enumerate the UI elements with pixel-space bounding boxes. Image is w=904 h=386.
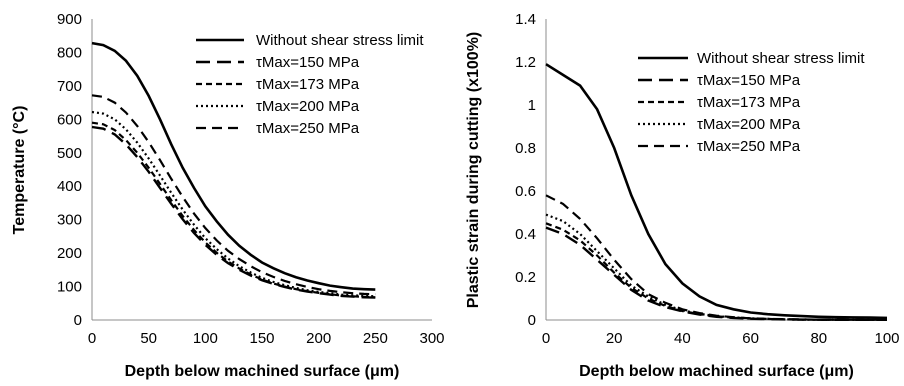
y-tick-label: 600 xyxy=(57,111,82,128)
series-line-4 xyxy=(91,110,376,298)
legend-label: Without shear stress limit xyxy=(256,32,424,49)
y-tick-label: 500 xyxy=(57,145,82,162)
x-tick-label: 200 xyxy=(306,330,331,347)
y-tick-label: 300 xyxy=(57,212,82,229)
legend-label: τMax=200 MPa xyxy=(256,98,360,115)
y-tick-label: 400 xyxy=(57,178,82,195)
x-tick-label: 0 xyxy=(542,330,550,347)
y-tick-label: 0 xyxy=(74,312,82,329)
legend-label: τMax=250 MPa xyxy=(256,120,360,137)
y-tick-label: 1.2 xyxy=(515,54,536,71)
x-tick-label: 50 xyxy=(140,330,157,347)
x-tick-label: 300 xyxy=(419,330,444,347)
y-tick-label: 200 xyxy=(57,245,82,262)
y-axis-label: Plastic strain during cutting (x100%) xyxy=(465,32,482,309)
legend: Without shear stress limit τMax=150 MPa τM… xyxy=(638,50,865,155)
series-line-1 xyxy=(91,41,376,291)
y-tick-label: 100 xyxy=(57,279,82,296)
x-tick-label: 100 xyxy=(874,330,899,347)
legend-label: Without shear stress limit xyxy=(697,50,865,67)
series-line-5 xyxy=(545,194,887,321)
y-tick-label: 1 xyxy=(528,97,536,114)
x-tick-label: 80 xyxy=(810,330,827,347)
y-tick-label: 0.6 xyxy=(515,183,536,200)
legend-label: τMax=150 MPa xyxy=(256,54,360,71)
y-tick-label: 0.8 xyxy=(515,140,536,157)
legend-label: τMax=150 MPa xyxy=(697,72,801,89)
x-axis-label: Depth below machined surface (μm) xyxy=(125,363,400,380)
legend: Without shear stress limit τMax=150 MPa τM… xyxy=(196,32,424,137)
y-tick-label: 800 xyxy=(57,44,82,61)
legend-label: τMax=173 MPa xyxy=(256,76,360,93)
x-tick-label: 0 xyxy=(88,330,96,347)
x-tick-label: 40 xyxy=(674,330,691,347)
y-tick-label: 0.2 xyxy=(515,269,536,286)
series-line-4 xyxy=(545,213,887,321)
series-line-2 xyxy=(91,125,376,299)
legend-label: τMax=173 MPa xyxy=(697,94,801,111)
y-axis-label: Temperature (°C) xyxy=(11,106,28,235)
x-tick-label: 60 xyxy=(742,330,759,347)
series-line-5 xyxy=(91,94,376,296)
series-line-1 xyxy=(545,63,888,320)
legend-label: τMax=250 MPa xyxy=(697,138,801,155)
x-tick-label: 20 xyxy=(606,330,623,347)
y-tick-label: 700 xyxy=(57,78,82,95)
x-tick-label: 150 xyxy=(249,330,274,347)
x-axis-label: Depth below machined surface (μm) xyxy=(579,363,854,380)
y-tick-label: 0 xyxy=(528,312,536,329)
temperature-chart: 0 50 100 150 200 250 300 0 100 200 300 400 500 600 700… xyxy=(11,11,445,380)
y-tick-label: 1.4 xyxy=(515,11,536,28)
series-line-3 xyxy=(91,121,376,299)
x-tick-label: 100 xyxy=(193,330,218,347)
x-tick-label: 250 xyxy=(363,330,388,347)
legend-label: τMax=200 MPa xyxy=(697,116,801,133)
y-tick-label: 900 xyxy=(57,11,82,28)
y-tick-label: 0.4 xyxy=(515,226,536,243)
strain-chart: 0 20 40 60 80 100 0 0.2 0.4 0.6 0.8 1 1.2 1.4 Depth be… xyxy=(465,11,900,380)
